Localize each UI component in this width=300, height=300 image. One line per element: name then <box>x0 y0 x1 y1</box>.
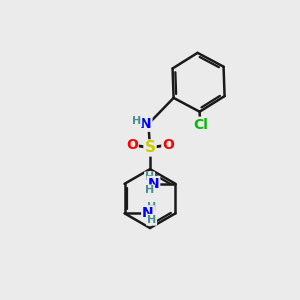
Text: N: N <box>142 206 154 220</box>
Text: N: N <box>148 177 159 191</box>
Text: H: H <box>145 185 154 195</box>
Text: O: O <box>126 138 138 152</box>
Text: N: N <box>140 117 152 131</box>
Text: H: H <box>147 202 156 212</box>
Text: H: H <box>145 172 154 182</box>
Text: Cl: Cl <box>193 118 208 132</box>
Text: H: H <box>147 215 156 225</box>
Text: O: O <box>162 138 174 152</box>
Text: H: H <box>132 116 141 126</box>
Text: S: S <box>145 140 155 155</box>
